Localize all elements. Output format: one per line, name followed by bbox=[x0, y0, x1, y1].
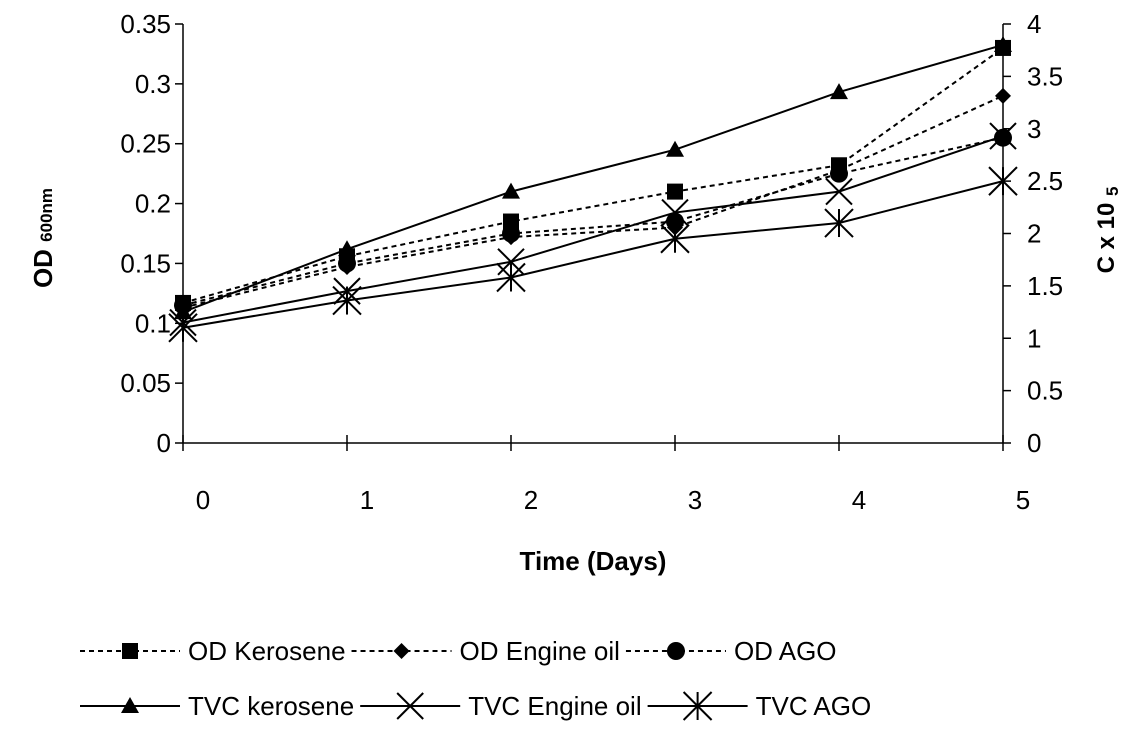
legend-item-od-engine-oil: OD Engine oil bbox=[351, 636, 620, 666]
data-point-od-engine-oil bbox=[995, 87, 1011, 104]
y-tick-label-right: 1 bbox=[1027, 323, 1041, 353]
legend-label: TVC AGO bbox=[756, 691, 872, 721]
x-axis-title: Time (Days) bbox=[520, 546, 667, 576]
data-point-tvc-engine-oil bbox=[497, 248, 525, 276]
legend-label: TVC kerosene bbox=[188, 691, 354, 721]
y-axis-title-right-main: C x 10 bbox=[1093, 196, 1120, 273]
data-point-tvc-engine-oil bbox=[989, 122, 1017, 150]
legend-label: OD AGO bbox=[734, 636, 837, 666]
data-point-tvc-engine-oil-stroke bbox=[825, 177, 853, 206]
y-tick-label-left: 0.15 bbox=[120, 248, 171, 278]
y-tick-label-right: 0.5 bbox=[1027, 376, 1063, 406]
y-axis-title-left-main: OD bbox=[28, 242, 58, 288]
y-tick-label-right: 2 bbox=[1027, 219, 1041, 249]
y-tick-label-right: 3.5 bbox=[1027, 61, 1063, 91]
x-tick-label: 1 bbox=[360, 485, 374, 515]
y-tick-label-right: 0 bbox=[1027, 428, 1041, 458]
x-tick-label: 0 bbox=[196, 485, 210, 515]
data-point-tvc-ago bbox=[168, 313, 198, 343]
data-point-tvc-ago bbox=[332, 285, 362, 316]
data-point-tvc-engine-oil-stroke bbox=[989, 122, 1017, 150]
y-axis-title-left: OD 600nm bbox=[28, 188, 58, 288]
y-tick-label-right: 2.5 bbox=[1027, 166, 1063, 196]
legend-label: TVC Engine oil bbox=[468, 691, 641, 721]
x-tick-label: 5 bbox=[1016, 485, 1030, 515]
legend-marker bbox=[393, 643, 410, 659]
series-group bbox=[168, 35, 1018, 343]
data-point-tvc-ago bbox=[660, 224, 690, 254]
y-tick-label-left: 0.3 bbox=[135, 69, 171, 99]
legend: OD Kerosene OD Engine oil OD AGO TVC kerose… bbox=[80, 636, 871, 721]
legend-marker bbox=[122, 643, 138, 659]
series-line-od-engine-oil bbox=[182, 94, 1004, 309]
data-point-tvc-ago bbox=[824, 208, 854, 238]
series-tvc-engine-oil bbox=[169, 122, 1017, 337]
data-point-tvc-engine-oil bbox=[825, 177, 853, 206]
data-point-tvc-ago bbox=[988, 166, 1018, 196]
y-tick-label-left: 0.2 bbox=[135, 189, 171, 219]
y-tick-label-left: 0.35 bbox=[120, 9, 171, 39]
y-tick-label-right: 4 bbox=[1027, 9, 1041, 39]
data-point-tvc-engine-oil bbox=[661, 198, 689, 227]
legend-label: OD Kerosene bbox=[188, 636, 346, 666]
data-point-tvc-kerosene bbox=[666, 140, 684, 157]
series-tvc-ago bbox=[168, 166, 1018, 343]
y-tick-label-left: 0.1 bbox=[135, 308, 171, 338]
y-tick-label-left: 0 bbox=[157, 428, 171, 458]
legend-label: OD Engine oil bbox=[460, 636, 620, 666]
y-tick-label-left: 0.25 bbox=[120, 129, 171, 159]
series-od-ago bbox=[174, 128, 1012, 315]
legend-marker bbox=[396, 692, 424, 720]
series-line-od-ago bbox=[182, 136, 1004, 307]
legend-item-tvc-engine-oil: TVC Engine oil bbox=[360, 691, 642, 721]
legend-marker bbox=[682, 691, 713, 721]
y-tick-label-right: 3 bbox=[1027, 114, 1041, 144]
legend-item-tvc-ago: TVC AGO bbox=[647, 691, 872, 721]
x-tick-label: 3 bbox=[688, 485, 702, 515]
data-point-tvc-kerosene bbox=[174, 303, 192, 320]
legend-item-od-kerosene: OD Kerosene bbox=[80, 636, 346, 666]
x-tick-label: 2 bbox=[524, 485, 538, 515]
y-tick-label-right: 1.5 bbox=[1027, 271, 1063, 301]
series-od-engine-oil bbox=[175, 87, 1011, 316]
data-point-od-ago bbox=[338, 254, 356, 273]
data-point-od-ago bbox=[830, 164, 848, 183]
series-line-tvc-engine-oil bbox=[182, 135, 1004, 324]
series-line-od-kerosene bbox=[182, 47, 1004, 304]
legend-item-od-ago: OD AGO bbox=[625, 636, 837, 666]
y-tick-label-left: 0.05 bbox=[120, 368, 171, 398]
data-point-tvc-ago bbox=[496, 262, 526, 293]
x-tick-label: 4 bbox=[852, 485, 866, 515]
data-point-od-ago bbox=[502, 224, 520, 243]
series-tvc-kerosene bbox=[174, 35, 1012, 320]
data-point-tvc-kerosene bbox=[994, 35, 1012, 52]
data-point-od-kerosene bbox=[667, 183, 683, 200]
legend-marker bbox=[666, 642, 685, 660]
data-point-od-ago bbox=[994, 128, 1012, 147]
data-point-tvc-kerosene bbox=[338, 240, 356, 257]
data-point-tvc-kerosene bbox=[830, 83, 848, 100]
legend-marker bbox=[121, 697, 139, 713]
y-axis-title-left-sub: 600nm bbox=[37, 188, 56, 242]
y-axis-title-right: C x 10 5 bbox=[1093, 187, 1122, 274]
data-point-tvc-kerosene bbox=[502, 182, 520, 199]
legend-marker-stroke bbox=[396, 692, 424, 720]
series-line-tvc-kerosene bbox=[182, 43, 1004, 313]
data-point-tvc-engine-oil-stroke bbox=[661, 198, 689, 227]
data-point-tvc-engine-oil-stroke bbox=[497, 248, 525, 276]
legend-item-tvc-kerosene: TVC kerosene bbox=[80, 691, 354, 721]
series-line-tvc-ago bbox=[182, 180, 1004, 329]
y-axis-title-right-sub: 5 bbox=[1103, 187, 1122, 196]
